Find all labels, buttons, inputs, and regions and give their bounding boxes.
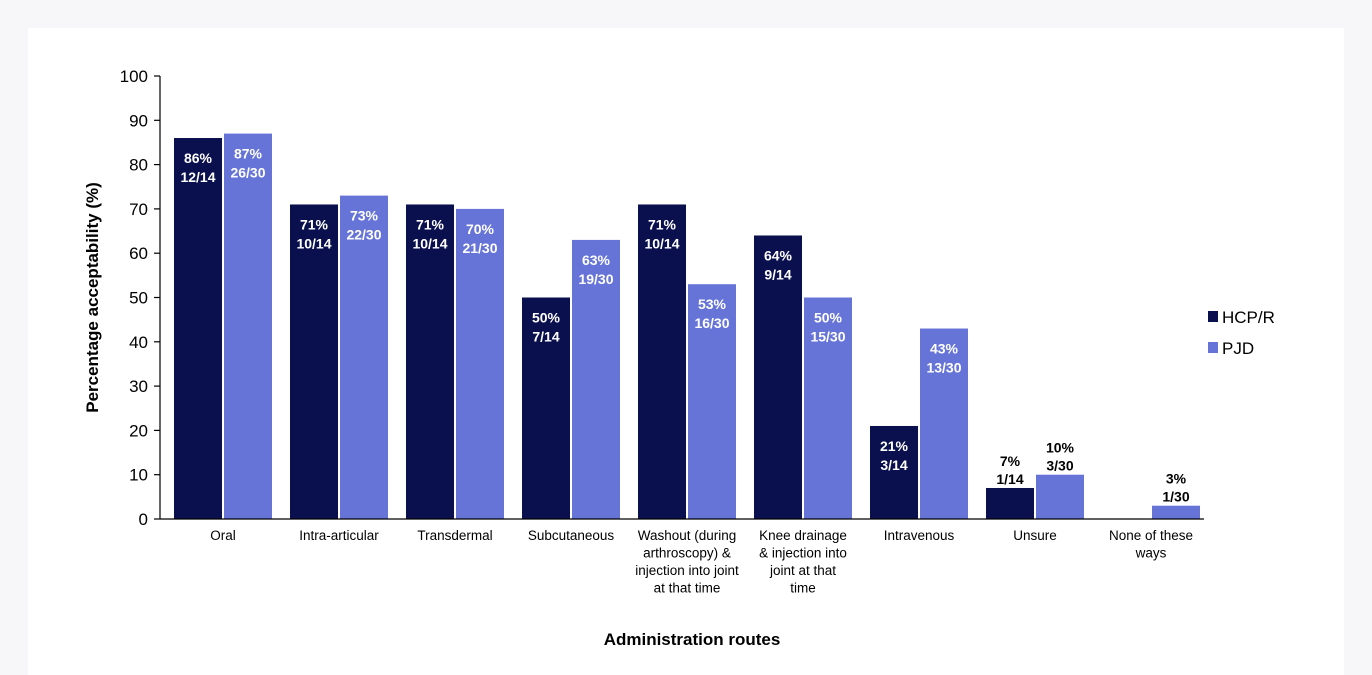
x-category-label: at that time xyxy=(654,581,721,596)
bar-count-label: 10/14 xyxy=(644,235,679,251)
bars xyxy=(174,133,1200,520)
x-category-label: Unsure xyxy=(1013,528,1057,543)
bar-value-label: 10% xyxy=(1046,440,1075,456)
bar-chart: 0 10 20 30 40 50 60 70 80 90 100 86% 12/14 87% 26/30 7… xyxy=(83,67,1275,649)
bar-value-label: 71% xyxy=(648,216,677,232)
x-category-label: Oral xyxy=(210,528,236,543)
bar-count-label: 3/14 xyxy=(880,457,907,473)
bar-hcp-r xyxy=(406,204,454,519)
x-category-label: Intra-articular xyxy=(299,528,379,543)
bar-value-label: 71% xyxy=(300,216,329,232)
bar-pjd xyxy=(456,208,504,519)
bar-count-label: 19/30 xyxy=(578,271,613,287)
y-tick-label: 10 xyxy=(129,466,148,485)
bar-count-label: 26/30 xyxy=(230,165,265,181)
bar-labels: 86% 12/14 87% 26/30 71% 10/14 73% 22/30 71% 10/14… xyxy=(180,146,1189,505)
bar-hcp-r xyxy=(870,425,918,519)
bar-value-label: 53% xyxy=(698,296,727,312)
x-category-label: Intravenous xyxy=(884,528,955,543)
x-category-label: injection into joint xyxy=(635,563,739,578)
bar-value-label: 86% xyxy=(184,150,213,166)
bar-pjd xyxy=(920,328,968,519)
bar-pjd xyxy=(688,284,736,519)
bar-value-label: 87% xyxy=(234,146,263,162)
bar-pjd xyxy=(1152,505,1200,519)
y-tick-label: 0 xyxy=(139,510,148,529)
y-tick-label: 50 xyxy=(129,289,148,308)
y-tick-label: 40 xyxy=(129,333,148,352)
x-category-label: Transdermal xyxy=(417,528,492,543)
bar-count-label: 3/30 xyxy=(1046,458,1073,474)
bar-count-label: 16/30 xyxy=(694,315,729,331)
bar-count-label: 1/14 xyxy=(996,471,1023,487)
y-axis-ticks: 0 10 20 30 40 50 60 70 80 90 100 xyxy=(120,67,160,529)
bar-hcp-r xyxy=(754,235,802,520)
x-category-label: Washout (during xyxy=(638,528,737,543)
bar-count-label: 22/30 xyxy=(346,227,381,243)
x-category-label: arthroscopy) & xyxy=(643,546,731,561)
bar-hcp-r xyxy=(986,487,1034,519)
bar-value-label: 71% xyxy=(416,216,445,232)
bar-count-label: 12/14 xyxy=(180,169,215,185)
x-axis-category-labels: Oral Intra-articular Transdermal Subcutaneo… xyxy=(210,528,1193,596)
chart-card: 0 10 20 30 40 50 60 70 80 90 100 86% 12/14 87% 26/30 7… xyxy=(28,28,1344,675)
bar-hcp-r xyxy=(174,138,222,519)
bar-count-label: 10/14 xyxy=(412,235,447,251)
bar-count-label: 1/30 xyxy=(1162,489,1189,505)
bar-pjd xyxy=(224,133,272,519)
bar-count-label: 9/14 xyxy=(764,266,791,282)
legend: HCP/R PJD xyxy=(1208,308,1275,358)
bar-count-label: 7/14 xyxy=(532,329,559,345)
legend-swatch xyxy=(1208,342,1218,353)
y-tick-label: 100 xyxy=(120,67,148,86)
x-category-label: time xyxy=(790,581,816,596)
bar-pjd xyxy=(804,297,852,519)
x-axis-title: Administration routes xyxy=(604,630,781,649)
bar-value-label: 64% xyxy=(764,247,793,263)
bar-pjd xyxy=(340,195,388,520)
bar-count-label: 13/30 xyxy=(926,360,961,376)
legend-label: HCP/R xyxy=(1222,308,1275,327)
y-axis-title: Percentage acceptability (%) xyxy=(83,182,102,413)
bar-count-label: 21/30 xyxy=(462,240,497,256)
y-tick-label: 30 xyxy=(129,377,148,396)
bar-value-label: 3% xyxy=(1166,471,1187,487)
x-category-label: Knee drainage xyxy=(759,528,847,543)
bar-hcp-r xyxy=(290,204,338,519)
y-tick-label: 90 xyxy=(129,111,148,130)
bar-hcp-r xyxy=(522,297,570,519)
y-tick-label: 60 xyxy=(129,244,148,263)
bar-value-label: 43% xyxy=(930,341,959,357)
bar-value-label: 50% xyxy=(814,310,843,326)
x-category-label: joint at that xyxy=(769,563,836,578)
x-category-label: & injection into xyxy=(759,546,847,561)
bar-value-label: 73% xyxy=(350,208,379,224)
y-tick-label: 70 xyxy=(129,200,148,219)
bar-value-label: 70% xyxy=(466,221,495,237)
x-category-label: ways xyxy=(1135,546,1167,561)
bar-pjd xyxy=(1036,474,1084,519)
x-category-label: None of these xyxy=(1109,528,1193,543)
y-tick-label: 20 xyxy=(129,421,148,440)
legend-label: PJD xyxy=(1222,339,1254,358)
bar-hcp-r xyxy=(638,204,686,519)
bar-value-label: 7% xyxy=(1000,453,1021,469)
bar-value-label: 50% xyxy=(532,310,561,326)
x-category-label: Subcutaneous xyxy=(528,528,615,543)
bar-value-label: 21% xyxy=(880,438,909,454)
bar-value-label: 63% xyxy=(582,252,611,268)
y-tick-label: 80 xyxy=(129,156,148,175)
bar-count-label: 15/30 xyxy=(810,329,845,345)
bar-pjd xyxy=(572,239,620,519)
bar-count-label: 10/14 xyxy=(296,235,331,251)
legend-swatch xyxy=(1208,311,1218,322)
